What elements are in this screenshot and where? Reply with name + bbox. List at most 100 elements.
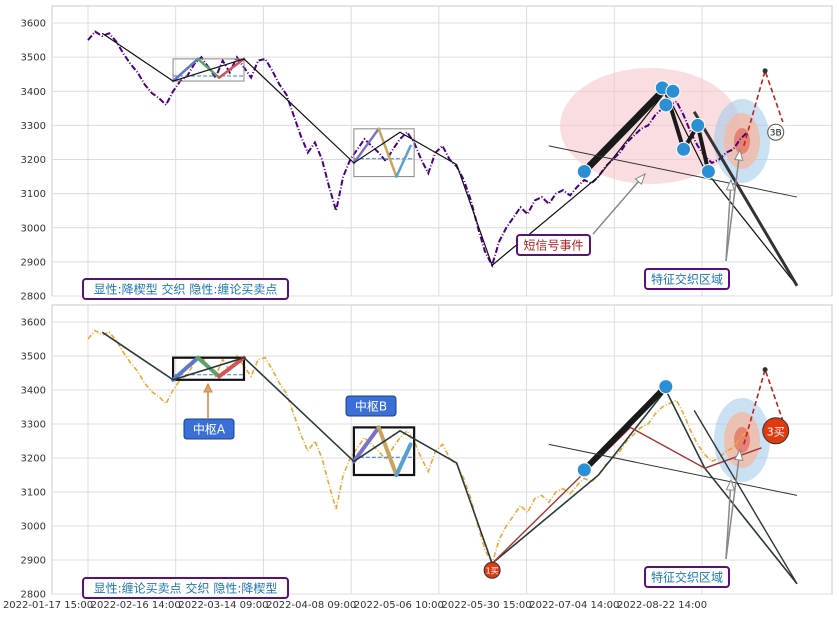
callout-arrow-head	[634, 172, 646, 186]
turning-point	[665, 83, 681, 99]
x-tick-label: 2022-07-04 14:00	[529, 600, 619, 611]
pivot-stroke	[196, 57, 221, 79]
callout-arrow	[725, 479, 732, 560]
buy-marker	[483, 561, 501, 579]
callout-text: 显性:降楔型 交织 隐性:缠论买卖点	[94, 282, 278, 297]
y-tick-label: 2900	[21, 257, 46, 268]
turning-point	[576, 462, 592, 478]
pivot-stroke	[171, 57, 200, 83]
pivot-label-arrowhead	[203, 382, 213, 393]
y-tick-label: 3600	[21, 19, 46, 30]
turning-point	[658, 379, 674, 395]
turning-point	[658, 97, 674, 113]
callout-arrow-head	[725, 178, 736, 191]
callout-text: 短信号事件	[523, 239, 583, 253]
y-tick-label: 3200	[21, 155, 46, 166]
wedge-boundary	[692, 111, 799, 287]
pivot-box	[353, 128, 415, 178]
callout-arrow	[592, 173, 646, 235]
feature-zone-glow	[714, 99, 770, 183]
callout-box	[644, 268, 730, 290]
wedge-stroke	[581, 383, 669, 473]
buy-marker-label: 1买	[486, 567, 499, 576]
pivot-label-box	[183, 418, 235, 440]
segment-line	[101, 32, 798, 287]
signal-marker-label: 3B	[770, 129, 782, 139]
y-tick-label: 3300	[21, 121, 46, 132]
price-series	[87, 30, 749, 268]
y-tick-label: 3300	[21, 420, 46, 431]
x-tick-label: 2022-04-08 09:00	[266, 600, 356, 611]
y-tick-label: 2800	[21, 590, 46, 601]
pivot-stroke	[351, 425, 381, 464]
x-tick-label: 2022-01-17 15:00	[3, 600, 93, 611]
buy-marker-label: 3买	[767, 425, 785, 438]
y-tick-label: 3200	[21, 454, 46, 465]
projection-line	[743, 68, 784, 147]
x-tick-label: 2022-08-22 14:00	[617, 600, 707, 611]
y-tick-label: 3600	[21, 318, 46, 329]
pivot-stroke	[195, 355, 222, 379]
y-tick-label: 3500	[21, 352, 46, 363]
pivot-label-box	[345, 395, 397, 417]
x-tick-label: 2022-05-30 15:00	[442, 600, 532, 611]
callout-arrow-head	[733, 448, 744, 462]
turning-point	[690, 117, 706, 133]
pivot-stroke	[171, 355, 200, 382]
wedge-boundary	[548, 443, 798, 496]
pivot-label-text: 中枢A	[193, 422, 226, 437]
chart-panel-bottom: 2800 2900 3000 3100 3200 3300 3400 3500 3600 2022…	[3, 304, 833, 611]
feature-zone-core	[734, 427, 750, 453]
wedge-boundary	[693, 410, 798, 585]
x-tick-label: 2022-03-14 09:00	[178, 600, 268, 611]
y-tick-label: 3000	[21, 223, 46, 234]
chart-panel-top: 2800 2900 3000 3100 3200 3300 3400 3500 3600 3B 短信…	[21, 5, 833, 303]
projection-peak	[762, 68, 768, 74]
feature-zone-glow	[714, 398, 770, 482]
pivot-stroke	[377, 127, 398, 178]
callout-arrow-head	[733, 148, 744, 162]
y-tick-label: 3500	[21, 53, 46, 64]
callout-arrow	[725, 179, 732, 262]
wedge-stroke-down	[663, 90, 711, 172]
feature-zone-core	[734, 128, 750, 154]
callout-box	[516, 234, 591, 256]
callout-text: 显性:缠论买卖点 交织 隐性:降楔型	[94, 581, 278, 596]
pivot-stroke	[395, 144, 412, 178]
pivot-stroke	[217, 355, 246, 379]
pivot-stroke	[394, 442, 413, 477]
callout-arrow-head	[725, 478, 736, 491]
x-tick-label: 2022-05-06 10:00	[354, 600, 444, 611]
signal-marker	[767, 123, 785, 141]
y-tick-label: 3100	[21, 189, 46, 200]
y-tick-label: 2800	[21, 292, 46, 303]
pivot-box	[352, 426, 416, 477]
pivot-stroke	[217, 57, 246, 79]
projection-peak	[762, 367, 768, 373]
callout-box	[82, 577, 289, 599]
callout-box	[644, 566, 730, 588]
y-tick-label: 2900	[21, 556, 46, 567]
callout-arrow	[725, 149, 741, 262]
turning-point	[700, 163, 716, 179]
callout-text: 特征交织区域	[651, 570, 723, 585]
projection-line	[743, 366, 784, 445]
x-tick-label: 2022-02-16 14:00	[91, 600, 181, 611]
buy-marker	[762, 417, 790, 445]
pivot-box	[171, 356, 246, 381]
callout-text: 特征交织区域	[651, 272, 723, 287]
pivot-stroke	[376, 425, 399, 477]
turning-point	[576, 163, 592, 179]
wedge-stroke	[580, 84, 670, 175]
wedge-boundary	[548, 145, 798, 198]
callout-arrow	[725, 449, 741, 560]
pivot-box	[172, 58, 245, 82]
turning-point	[676, 141, 692, 157]
pivot-stroke	[352, 127, 380, 165]
pivot-label-text: 中枢B	[355, 399, 387, 414]
segment-line	[101, 331, 798, 585]
y-tick-label: 3100	[21, 488, 46, 499]
y-tick-label: 3400	[21, 87, 46, 98]
